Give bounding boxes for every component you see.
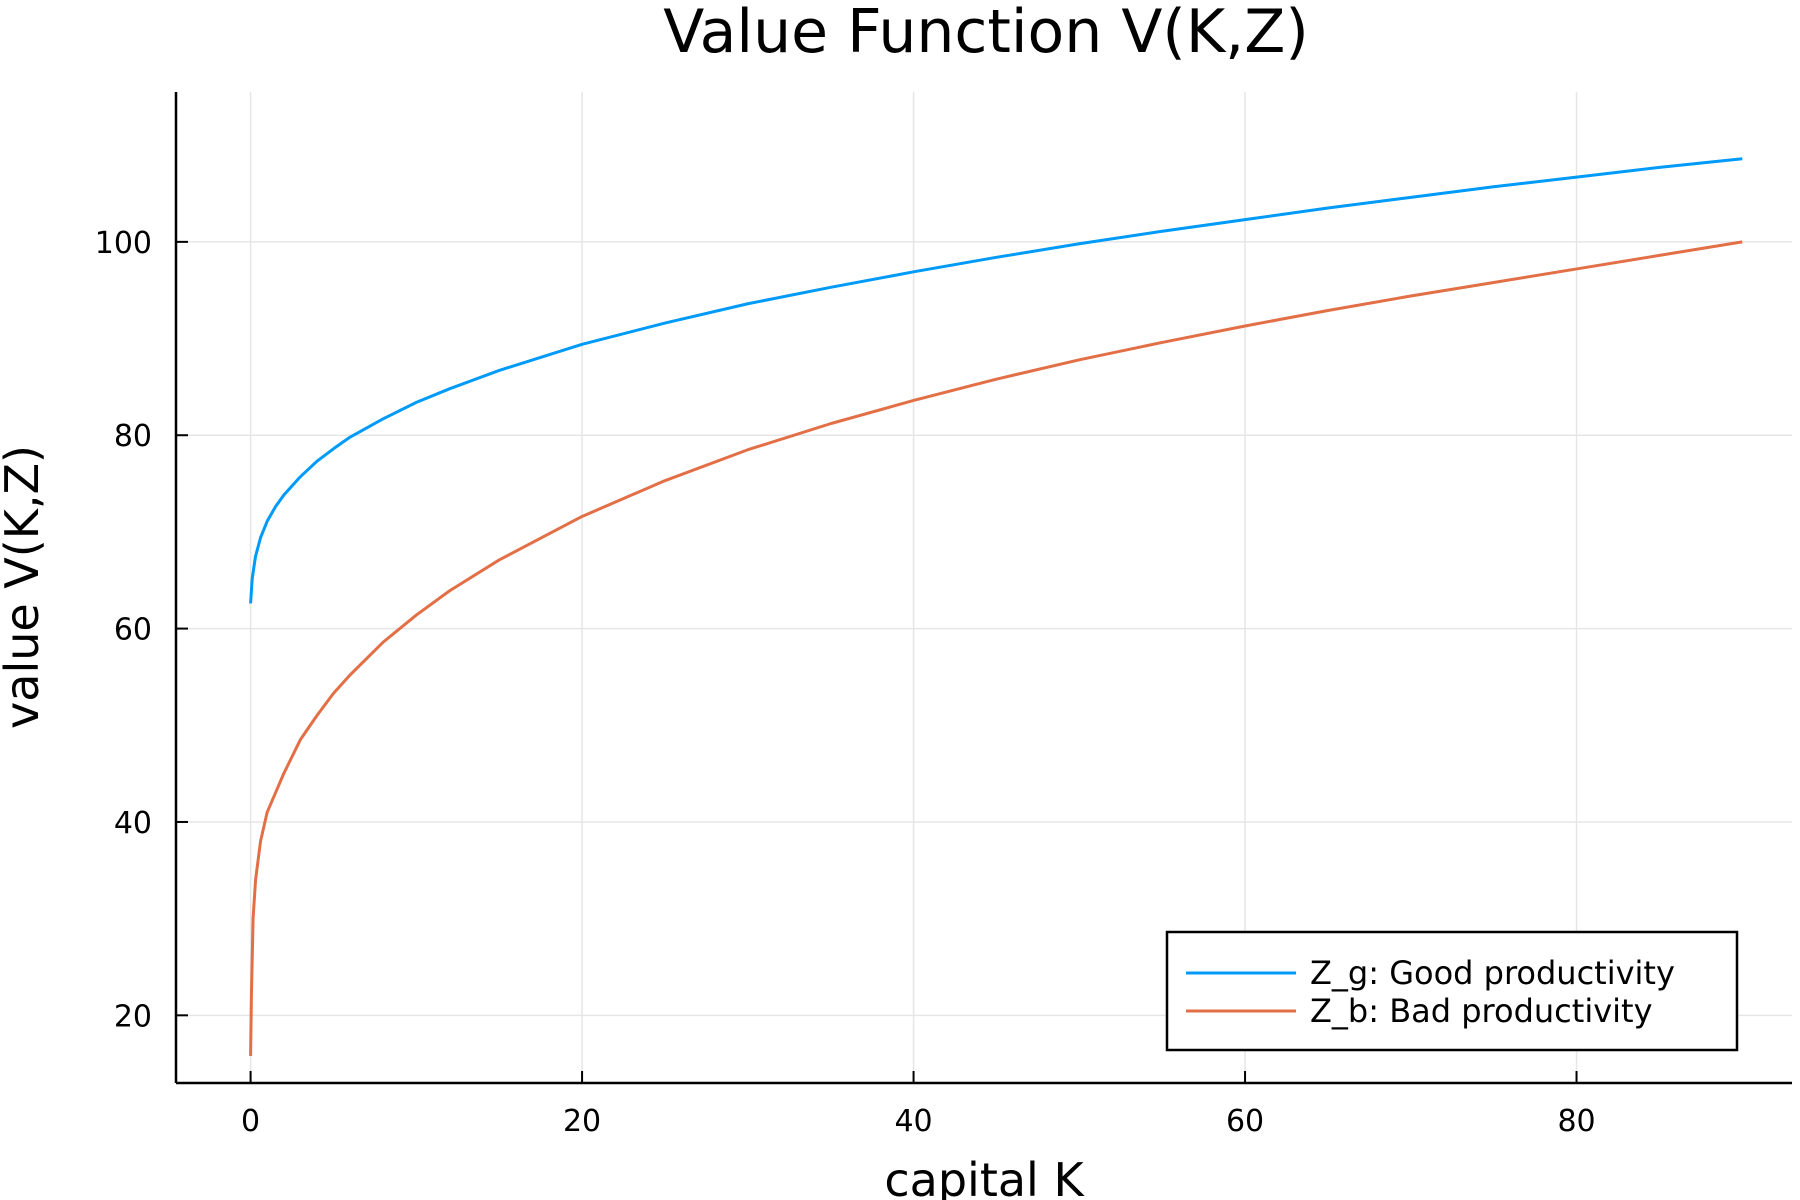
y-tick-label: 60 — [114, 613, 152, 648]
axes — [174, 92, 1792, 1085]
chart-title: Value Function V(K,Z) — [663, 0, 1309, 67]
y-tick-label: 40 — [114, 806, 152, 841]
x-tick-label: 80 — [1557, 1104, 1595, 1139]
legend-box — [1165, 930, 1739, 1052]
x-tick-label: 60 — [1226, 1104, 1264, 1139]
x-tick-label: 0 — [241, 1104, 260, 1139]
y-axis-title: value V(K,Z) — [0, 445, 49, 729]
series-line-0 — [249, 157, 1743, 604]
legend-label-bad: Z_b: Bad productivity — [1310, 992, 1653, 1030]
x-tick-label: 20 — [563, 1104, 601, 1139]
legend: Z_g: Good productivity Z_b: Bad producti… — [1165, 930, 1739, 1052]
x-tick-label: 40 — [894, 1104, 932, 1139]
tick-labels: 0 20 40 60 80 20 40 60 80 100 — [95, 226, 1596, 1139]
y-tick-label: 20 — [114, 999, 152, 1034]
grid-lines — [176, 92, 1792, 1083]
series-lines — [249, 157, 1743, 1056]
y-tick-label: 100 — [95, 226, 152, 261]
y-tick-label: 80 — [114, 419, 152, 454]
legend-label-good: Z_g: Good productivity — [1310, 954, 1675, 992]
x-axis-title: capital K — [884, 1153, 1085, 1200]
series-line-1 — [249, 240, 1743, 1056]
